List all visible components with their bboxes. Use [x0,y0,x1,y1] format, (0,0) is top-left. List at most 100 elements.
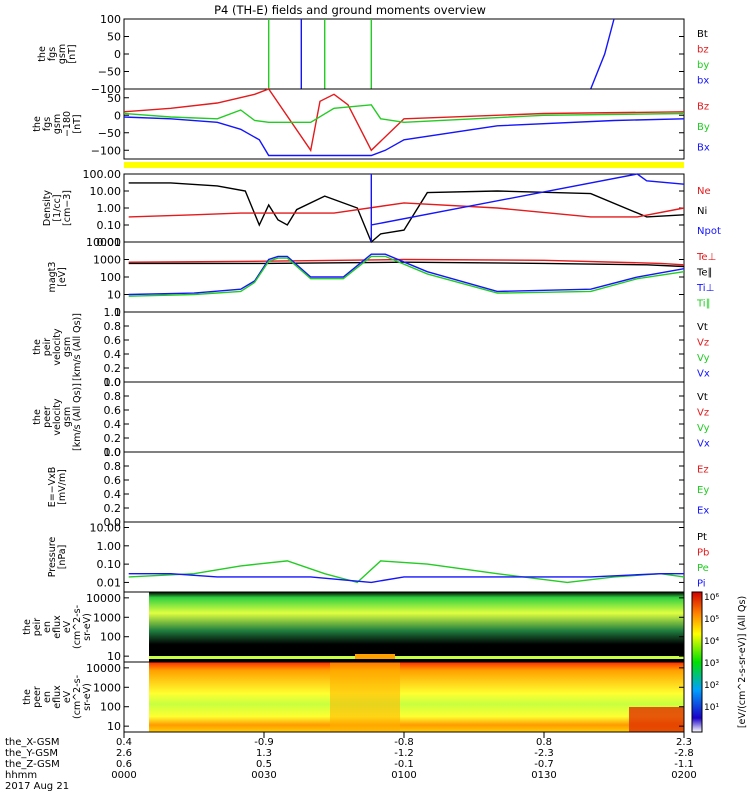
legend-Vt: Vt [697,392,708,403]
legend-Ez: Ez [697,464,709,475]
y-tick-label: 10000 [86,592,121,605]
y-axis-label: E=−VxB [47,467,58,508]
y-tick-label: 100 [100,271,121,284]
y-axis-label: sr-eV) [82,683,93,711]
y-axis-label: [km/s (All Qs)] [72,313,83,381]
y-axis-label: Density [42,190,53,226]
xaxis-value: -0.9 [254,737,274,748]
xaxis-value: 2.6 [116,748,132,759]
xaxis-value: 0000 [111,770,136,781]
y-tick-label: 0.6 [104,334,122,347]
y-axis-label: the [32,116,43,132]
series-bx [590,18,615,90]
xaxis-value: -0.7 [534,759,554,770]
y-tick-label: 100 [100,631,121,644]
y-axis-label: the [32,409,43,425]
y-axis-label: gsm [57,44,68,64]
xaxis-value: -2.3 [534,748,554,759]
panel-frame [123,88,685,160]
y-tick-label: 1.00 [97,540,122,553]
spectrogram-low-band [149,656,684,659]
y-tick-label: 1.0 [104,446,122,459]
xaxis-value: 2.3 [676,737,692,748]
y-axis-label: eflux [52,615,63,639]
y-axis-label: gsm [62,337,73,357]
spectrogram-peer [149,662,684,732]
y-axis-label: [eV] [57,267,68,287]
series-Ti∥ [128,255,685,297]
legend-Ti⊥: Ti⊥ [696,283,714,294]
y-axis-label: fgs [42,117,53,131]
y-axis-label: [nT] [67,44,78,63]
y-axis-label: the [22,689,33,705]
legend-Vt: Vt [697,322,708,333]
y-tick-label: 10.00 [90,185,122,198]
series-Npot [370,173,685,242]
legend-Pb: Pb [697,547,709,558]
legend-bz: bz [697,44,709,55]
colorbar-tick-label: 10³ [704,659,719,669]
y-tick-label: 0.6 [104,404,122,417]
y-tick-label: 0.4 [104,348,122,361]
y-tick-label: 0.10 [97,219,122,232]
y-axis-label: eflux [52,685,63,709]
y-tick-label: 1.0 [104,306,122,319]
xaxis-value: 1.3 [256,748,272,759]
y-axis-label: the [22,619,33,635]
quality-flag-bar [124,162,684,168]
legend-Vx: Vx [697,438,710,449]
xaxis-value: -1.1 [674,759,694,770]
legend-Pi: Pi [697,578,706,589]
y-tick-label: 0 [114,48,121,61]
y-tick-label: 10 [107,720,121,733]
y-axis-label: fgs [47,47,58,61]
xaxis-value: 0100 [391,770,416,781]
y-tick-label: −100 [91,144,121,157]
series-By [123,104,685,124]
legend-Vz: Vz [697,337,709,348]
y-tick-label: −50 [98,127,121,140]
y-axis-label: sr-eV) [82,613,93,641]
panel-peer_eflux: 10000 1000 100 10 the peer en eflux eV (cm^2-s-sr… [22,661,685,733]
y-axis-label: Pressure [47,537,58,578]
legend-Ne: Ne [697,186,711,197]
y-tick-label: 0.2 [104,502,122,515]
panel-temperature: 10000 1000 100 10 1 magt3 [eV] Te⊥ Te∥ Ti⊥ Ti∥ [47,236,716,319]
y-tick-label: 1 [114,306,121,319]
colorbar-tick-label: 10⁶ [704,593,719,603]
legend-Ni: Ni [697,206,707,217]
legend-Vy: Vy [697,423,710,434]
legend-Npot: Npot [697,226,721,237]
legend-Bt: Bt [697,29,708,40]
y-tick-label: 1000 [93,611,121,624]
y-tick-label: 0.0 [104,516,122,529]
y-tick-label: −50 [98,66,121,79]
legend-Pt: Pt [697,532,707,543]
y-axis-label: gsm [62,407,73,427]
legend-Bx: Bx [697,143,710,154]
xaxis-value: 0130 [531,770,556,781]
colorbar [691,591,703,733]
plot-title: P4 (TH-E) fields and ground moments over… [214,3,486,17]
y-axis-label: [cm−3] [62,190,73,226]
y-tick-label: 0.01 [97,236,122,249]
legend-Bz: Bz [697,101,709,112]
y-tick-label: 10.00 [90,522,122,535]
series-Te∥ [128,261,685,268]
legend-by: by [697,60,709,71]
panel-fgs: 100 50 0 −50 −100 the fgs gsm [nT] Bt bz by bx [37,13,709,96]
y-axis-label: velocity [52,398,63,436]
panel-frame [123,173,685,243]
xaxis-row-label: hhmm [5,770,37,781]
y-tick-label: 0.01 [97,576,122,589]
y-axis-label: en [42,691,53,703]
series-Bx [123,116,685,157]
colorbar-tick-label: 10⁴ [704,637,719,647]
y-axis-label: (cm^2-s- [72,605,83,649]
y-axis-label: peer [32,686,43,708]
panel-frame [123,381,685,453]
xaxis-value: 0030 [251,770,276,781]
